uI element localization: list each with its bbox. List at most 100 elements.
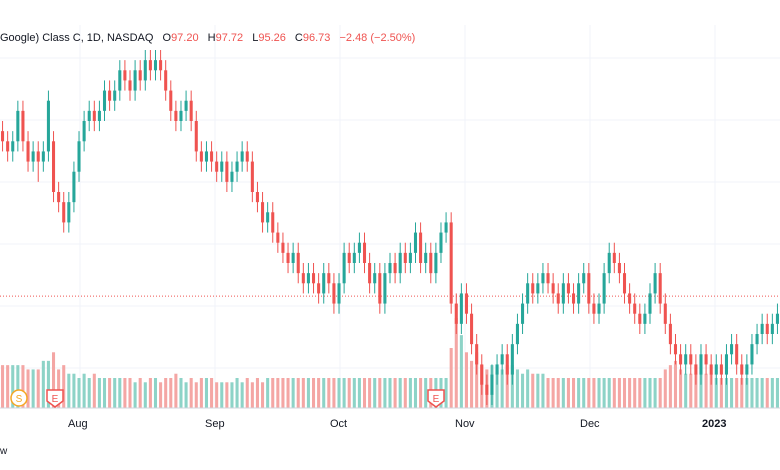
candle-body	[368, 263, 372, 284]
candle-body	[658, 273, 662, 304]
candle-body	[475, 344, 479, 365]
candle-body	[775, 313, 779, 324]
volume-bar	[164, 378, 168, 408]
volume-bar	[714, 378, 718, 408]
candle-body	[286, 252, 290, 263]
candle-body	[668, 323, 672, 345]
volume-bar	[11, 365, 15, 408]
volume-bar	[403, 378, 407, 408]
volume-bar	[31, 369, 35, 408]
volume-bar	[612, 378, 616, 408]
candle-body	[413, 232, 418, 253]
candle-body	[225, 161, 229, 182]
volume-bar	[566, 378, 570, 408]
volume-bar	[495, 369, 499, 408]
candle-body	[220, 161, 224, 172]
volume-bar	[250, 382, 254, 408]
logo-fragment: w	[0, 446, 8, 457]
candle-body	[184, 100, 188, 111]
x-tick-oct: Oct	[330, 418, 348, 430]
candle-body	[102, 90, 107, 111]
volume-bar	[459, 335, 463, 408]
volume-bar	[378, 378, 382, 408]
volume-bar	[694, 373, 698, 408]
candle-body	[16, 110, 20, 142]
volume-bar	[220, 382, 224, 408]
candle-body	[383, 273, 387, 304]
candle-body	[607, 252, 611, 274]
candle-body	[327, 273, 331, 284]
volume-bar	[36, 369, 40, 408]
candle-body	[541, 273, 545, 284]
close-label: C	[294, 32, 303, 44]
high-label: H	[207, 32, 216, 44]
candle-body	[622, 273, 627, 294]
candle-body	[245, 151, 249, 162]
x-tick-sep: Sep	[205, 418, 225, 430]
candle-body	[266, 212, 270, 223]
candle-body	[449, 222, 453, 304]
volume-bar	[653, 378, 657, 408]
candle-body	[388, 263, 392, 274]
volume-bar	[679, 369, 683, 408]
candle-body	[31, 151, 35, 162]
volume-bar	[179, 378, 183, 408]
earnings-marker-icon	[427, 389, 445, 408]
volume-bar	[21, 365, 25, 408]
candle-body	[597, 303, 601, 314]
volume-bar	[505, 365, 509, 408]
candle-body	[72, 171, 76, 203]
volume-bar	[617, 378, 621, 408]
volume-bar	[684, 373, 688, 408]
candle-body	[689, 354, 693, 365]
volume-bar	[352, 378, 356, 408]
open-value: 97.20	[171, 32, 199, 44]
volume-bar	[189, 378, 193, 408]
candle-body	[97, 110, 101, 121]
candle-body	[179, 110, 183, 121]
candle-body	[133, 70, 137, 91]
candle-body	[204, 151, 208, 162]
volume-bar	[128, 378, 132, 408]
volume-bar	[286, 378, 290, 408]
candle-body	[337, 283, 341, 304]
volume-bar	[770, 378, 774, 408]
volume-bar	[6, 365, 10, 408]
candle-body	[118, 70, 122, 91]
candle-body	[572, 293, 576, 304]
volume-bar	[643, 378, 647, 408]
volume-bar	[225, 382, 229, 408]
candle-body	[240, 151, 244, 162]
candle-body	[301, 273, 305, 284]
volume-bar	[281, 378, 285, 408]
candle-body	[561, 283, 565, 304]
candle-body	[199, 151, 203, 162]
candle-body	[153, 60, 158, 71]
volume-bar	[102, 378, 107, 408]
symbol-label: Google) Class C, 1D, NASDAQ	[0, 32, 154, 44]
candle-body	[352, 252, 356, 263]
candle-body	[296, 252, 300, 274]
candle-body	[454, 303, 458, 324]
volume-bar	[638, 378, 642, 408]
candle-body	[536, 283, 540, 294]
volume-bar	[607, 378, 611, 408]
volume-bar	[174, 373, 178, 408]
volume-bar	[561, 378, 565, 408]
volume-bar	[628, 378, 632, 408]
earnings-marker-label: E	[433, 394, 440, 405]
volume-bar	[347, 378, 351, 408]
volume-bar	[470, 360, 474, 408]
candle-body	[52, 141, 56, 192]
candle-body	[505, 354, 509, 375]
volume-bar	[118, 378, 122, 408]
volume-bar	[301, 378, 305, 408]
candle-body	[673, 344, 678, 355]
candle-body	[714, 364, 718, 375]
volume-bar	[108, 378, 112, 408]
candle-body	[26, 141, 30, 162]
volume-bar	[46, 360, 50, 408]
candle-body	[750, 344, 754, 365]
